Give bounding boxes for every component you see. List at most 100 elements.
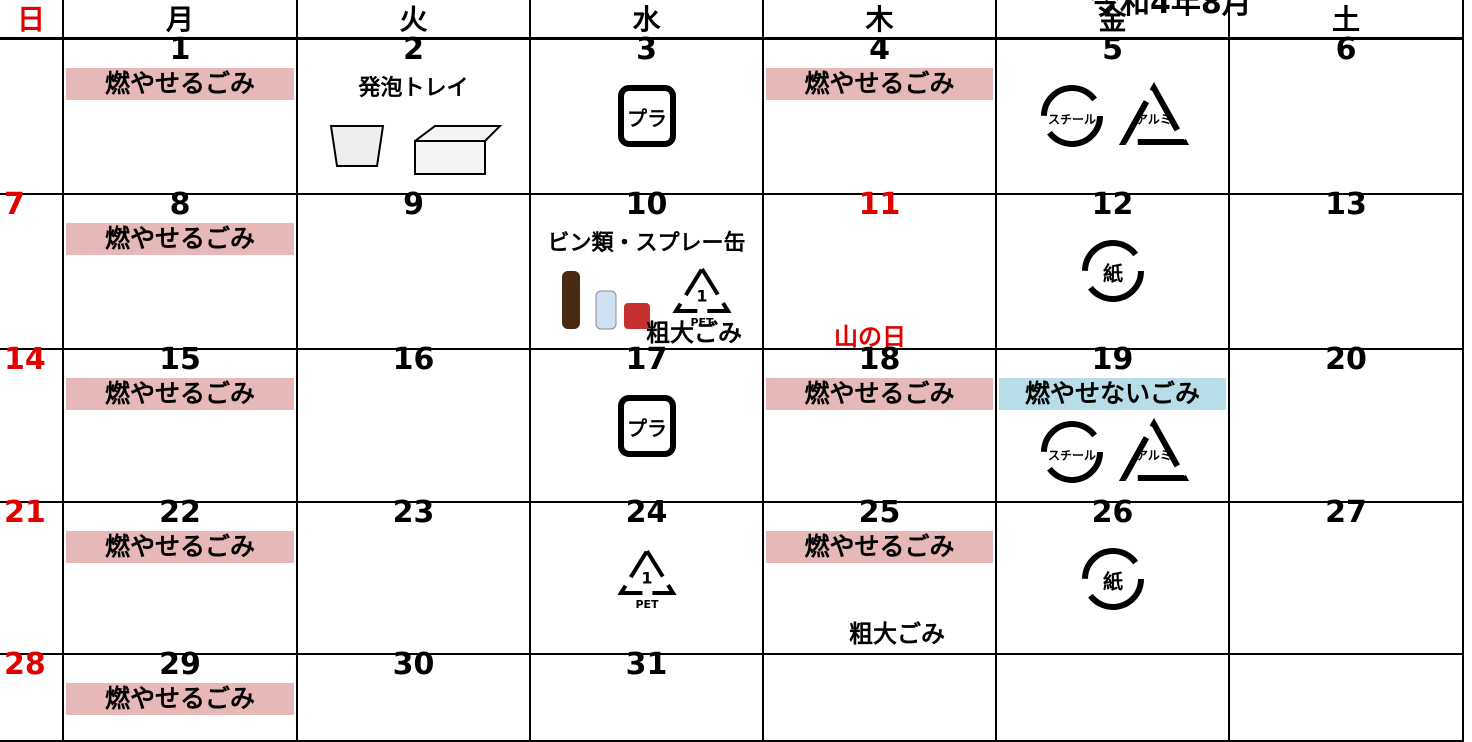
holiday-label: 山の日 [834,323,906,351]
icon-label: PET [690,316,714,329]
date-number: 4 [869,32,890,67]
icon-shape [671,265,732,313]
day-cell: 5 スチール アルミ [997,34,1230,195]
day-cell: 19 燃やせないごみスチール アルミ [997,344,1230,503]
recycle-icon [413,125,502,175]
date-number: 25 [858,495,901,530]
day-cell: 27 [1230,497,1464,655]
recycle-icon: アルミ [1118,81,1189,145]
icon-shape [1081,240,1144,302]
date-number: 14 [4,342,46,377]
icon-shape [561,271,580,329]
nonburnable-label: 燃やせないごみ [999,378,1226,410]
date-number: 1 [169,32,191,67]
icon-shape [1118,81,1189,145]
burnable-label: 燃やせるごみ [66,68,294,100]
day-cell: 26 紙 [997,497,1230,655]
icon-label: PET [635,598,659,611]
recycle-icon: アルミ [1118,417,1189,481]
weekday-header: 金 [997,0,1230,40]
recycle-icon: スチール [1040,85,1103,147]
day-cell: 15 燃やせるごみ [64,344,298,503]
date-number: 7 [4,187,25,222]
day-cell: 2 発泡トレイ [298,34,531,195]
day-cell: 13 [1230,189,1464,350]
icon-label: 紙 [1103,262,1123,286]
icon-row: プラ [531,80,762,152]
date-number: 27 [1325,495,1367,530]
icon-label: アルミ [1136,113,1172,127]
day-cell [997,655,1230,742]
date-number: 19 [1091,342,1134,377]
recycle-icon: 紙 [1081,548,1144,610]
burnable-label: 燃やせるごみ [766,68,993,100]
icon-label: 1 [696,287,707,306]
icon-shape [1040,85,1103,147]
icon-shape [623,303,650,329]
recycle-icon: 紙 [1081,240,1144,302]
date-number: 20 [1325,342,1367,377]
recycle-icon: プラ [617,85,676,147]
date-number: 18 [858,342,901,377]
date-number: 23 [392,495,435,530]
icon-shape [1118,417,1189,481]
icon-label: 紙 [1103,570,1123,594]
date-number: 31 [625,647,668,682]
day-cell: 6 [1230,34,1464,195]
calendar-title: 令和4年8月 [1090,0,1252,21]
day-cell: 3 プラ [531,34,764,195]
recycle-icon: PET 1 [671,265,732,329]
icon-row: 紙 [997,235,1228,307]
date-number: 6 [1335,32,1357,67]
recycle-icon [561,271,650,330]
day-cell [1230,655,1464,742]
date-number: 17 [625,342,668,377]
weekday-header: 月 [64,0,298,40]
day-cell: 11 山の日 [764,189,997,351]
recycle-icon: PET 1 [616,547,677,611]
icon-shape [329,125,384,167]
day-cell: 18 燃やせるごみ [764,344,997,503]
burnable-label: 燃やせるごみ [766,378,993,410]
icon-shape [617,395,676,457]
date-number: 12 [1091,187,1134,222]
burnable-label: 燃やせるごみ [766,531,993,563]
day-cell: 24 PET 1 [531,497,764,655]
day-cell: 16 [298,344,531,503]
date-number: 15 [159,342,201,377]
weekday-header: 日 [0,0,64,40]
icon-shape [617,85,676,147]
icon-label: 1 [641,569,652,588]
weekday-header: 火 [298,0,531,40]
day-cell: 22 燃やせるごみ [64,497,298,655]
day-cell: 20 [1230,344,1464,503]
bulky-label: 粗大ごみ [849,620,945,648]
date-number: 30 [392,647,435,682]
icon-label: プラ [627,417,667,441]
recycle-icon: プラ [617,395,676,457]
icon-shape [1040,421,1103,483]
day-cell: 30 [298,649,531,742]
day-cell: 23 [298,497,531,655]
day-cell: 29 燃やせるごみ [64,649,298,742]
day-cell: 31 [531,649,764,742]
date-number: 16 [392,342,435,377]
icon-shape [616,547,677,595]
burnable-label: 燃やせるごみ [66,378,294,410]
icon-label: アルミ [1136,449,1172,463]
icon-label: スチール [1047,449,1095,463]
weekday-header: 水 [531,0,764,40]
day-cell: 9 [298,189,531,350]
day-cell: 25 燃やせるごみ粗大ごみ [764,497,997,655]
icon-shape [413,125,502,175]
date-number: 11 [858,187,901,222]
burnable-label: 燃やせるごみ [66,683,294,715]
date-number: 13 [1325,187,1367,222]
day-cell: 17 プラ [531,344,764,503]
date-number: 24 [625,495,668,530]
recycle-icon: スチール [1040,421,1103,483]
recycle-icon [329,125,384,167]
date-number: 28 [4,647,46,682]
day-cell: 21 [0,497,64,655]
